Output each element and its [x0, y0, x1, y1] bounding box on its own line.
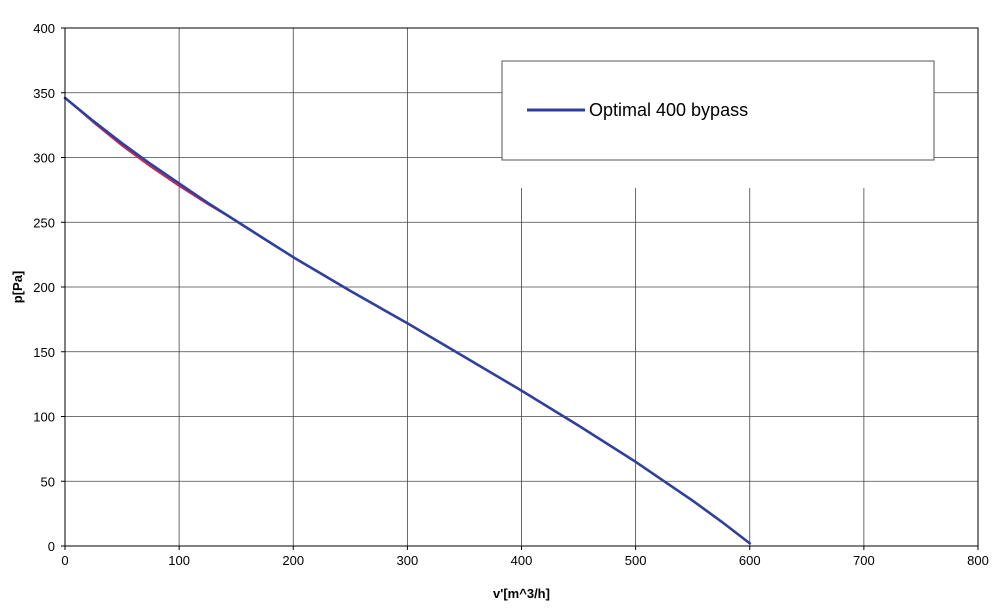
y-tick-label-0: 0 [48, 539, 55, 554]
x-tick-label-700: 700 [853, 553, 875, 568]
x-tick-label-500: 500 [625, 553, 647, 568]
y-tick-label-150: 150 [33, 345, 55, 360]
y-tick-label-350: 350 [33, 86, 55, 101]
x-tick-label-0: 0 [61, 553, 68, 568]
series-line-0 [63, 96, 752, 545]
y-tick-label-200: 200 [33, 280, 55, 295]
x-tick-label-300: 300 [397, 553, 419, 568]
x-tick-label-200: 200 [282, 553, 304, 568]
y-tick-label-50: 50 [41, 474, 55, 489]
y-tick-label-250: 250 [33, 215, 55, 230]
legend-label: Optimal 400 bypass [589, 100, 748, 120]
legend: Optimal 400 bypass [501, 60, 935, 161]
y-tick-labels: 0 50 100 150 200 250 300 350 400 [33, 21, 65, 554]
y-tick-label-300: 300 [33, 151, 55, 166]
x-tick-label-800: 800 [967, 553, 989, 568]
x-tick-label-600: 600 [739, 553, 761, 568]
y-tick-label-400: 400 [33, 21, 55, 36]
x-tick-labels: 0 100 200 300 400 500 600 700 800 [61, 546, 989, 568]
x-tick-label-400: 400 [511, 553, 533, 568]
y-tick-label-100: 100 [33, 410, 55, 425]
x-axis-label: v'[m^3/h] [493, 586, 550, 601]
x-tick-label-100: 100 [168, 553, 190, 568]
series-layer [63, 96, 752, 545]
y-axis-label: p[Pa] [10, 271, 25, 304]
